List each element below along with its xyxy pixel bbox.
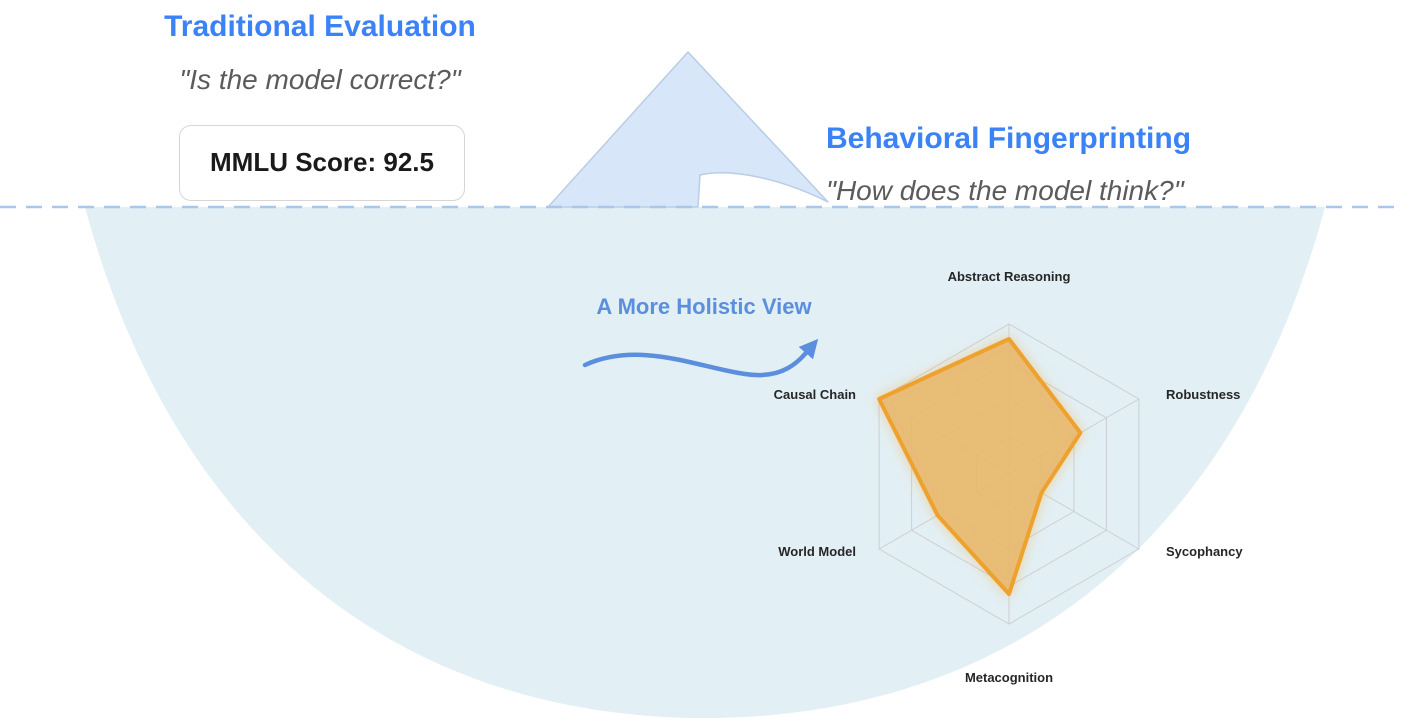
radar-chart — [877, 323, 1140, 625]
radar-series-polygon — [877, 337, 1083, 596]
iceberg-tip — [547, 51, 829, 208]
radar-axis-label: Metacognition — [964, 670, 1054, 685]
radar-axis-label: Robustness — [1166, 387, 1241, 402]
underwater-region — [85, 207, 1325, 718]
radar-axis-label: World Model — [778, 544, 856, 559]
radar-axis-label: Sycophancy — [1166, 544, 1243, 559]
behavioral-fingerprinting-title: Behavioral Fingerprinting — [826, 122, 1192, 155]
traditional-evaluation-question: "Is the model correct?" — [179, 64, 461, 95]
holistic-arrow — [582, 338, 819, 378]
mmlu-score-card: MMLU Score: 92.5 — [179, 125, 465, 201]
radar-axis-label: Abstract Reasoning — [947, 269, 1071, 284]
behavioral-fingerprinting-question: "How does the model think?" — [826, 175, 1184, 206]
mmlu-score-label: MMLU Score: 92.5 — [210, 147, 434, 177]
traditional-evaluation-title: Traditional Evaluation — [164, 10, 476, 43]
holistic-view-label: A More Holistic View — [596, 294, 812, 319]
radar-axis-label: Causal Chain — [773, 387, 856, 402]
